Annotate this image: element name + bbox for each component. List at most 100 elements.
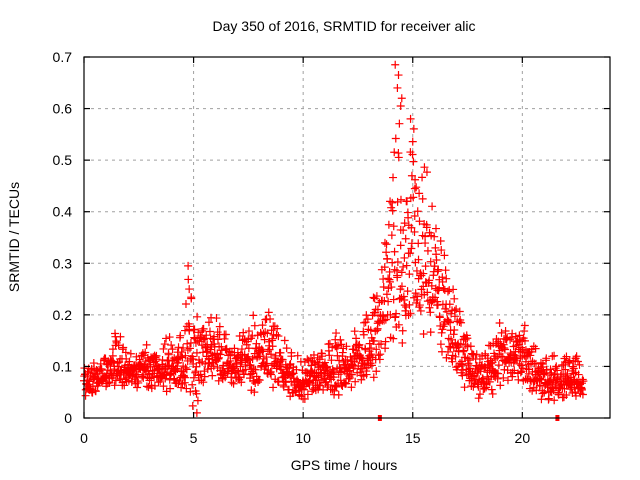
data-point	[249, 311, 258, 320]
data-point	[417, 271, 426, 280]
data-point	[422, 223, 431, 232]
data-point	[427, 281, 436, 290]
y-tick-label: 0.3	[53, 255, 73, 271]
data-point	[411, 175, 420, 184]
data-point	[487, 359, 496, 368]
data-point	[420, 163, 429, 172]
data-point	[85, 377, 94, 386]
data-point	[475, 390, 484, 399]
data-point	[221, 330, 230, 339]
data-point	[177, 348, 186, 357]
data-point	[459, 346, 468, 355]
data-point	[242, 340, 251, 349]
data-point	[418, 194, 427, 203]
data-point	[407, 223, 416, 232]
data-point	[550, 396, 559, 405]
y-tick-label: 0.6	[53, 101, 73, 117]
data-point	[395, 119, 404, 128]
data-point	[186, 387, 195, 396]
data-point	[351, 377, 360, 386]
data-point	[412, 183, 421, 192]
x-tick-label: 20	[515, 430, 531, 446]
data-point	[461, 340, 470, 349]
data-point	[201, 342, 210, 351]
data-point	[235, 332, 244, 341]
data-point	[494, 361, 503, 370]
data-point	[284, 385, 293, 394]
data-point	[303, 355, 312, 364]
data-point	[384, 220, 393, 229]
data-point	[431, 243, 440, 252]
data-point	[391, 60, 400, 69]
data-point	[320, 358, 329, 367]
data-point	[572, 352, 581, 361]
data-point	[441, 266, 450, 275]
data-point	[422, 168, 431, 177]
data-point	[393, 83, 402, 92]
data-point	[409, 124, 418, 133]
data-point	[106, 366, 115, 375]
data-point	[398, 326, 407, 335]
data-point	[387, 283, 396, 292]
data-point	[229, 379, 238, 388]
data-point	[431, 293, 440, 302]
data-point	[444, 347, 453, 356]
data-point	[161, 374, 170, 383]
data-point	[237, 358, 246, 367]
data-point	[426, 257, 435, 266]
data-point	[189, 373, 198, 382]
data-point	[491, 354, 500, 363]
data-point	[578, 375, 587, 384]
data-point	[544, 394, 553, 403]
data-point	[337, 340, 346, 349]
data-point	[369, 293, 378, 302]
data-point	[430, 262, 439, 271]
data-point	[538, 389, 547, 398]
data-point	[386, 310, 395, 319]
data-point	[159, 382, 168, 391]
data-point	[449, 330, 458, 339]
data-point	[397, 268, 406, 277]
data-point	[389, 295, 398, 304]
data-point	[152, 351, 161, 360]
data-point	[356, 364, 365, 373]
data-point	[444, 317, 453, 326]
data-point	[105, 378, 114, 387]
data-point	[279, 382, 288, 391]
data-point	[465, 356, 474, 365]
data-point	[564, 357, 573, 366]
data-point	[387, 231, 396, 240]
data-point	[552, 362, 561, 371]
data-point	[550, 351, 559, 360]
data-point	[345, 373, 354, 382]
data-point	[442, 274, 451, 283]
data-point	[520, 321, 529, 330]
data-point	[167, 341, 176, 350]
data-point	[191, 367, 200, 376]
y-tick-label: 0.5	[53, 152, 73, 168]
data-point	[500, 344, 509, 353]
data-point	[397, 94, 406, 103]
data-point	[520, 336, 529, 345]
data-point	[433, 267, 442, 276]
data-point	[385, 277, 394, 286]
data-point	[435, 313, 444, 322]
data-point	[373, 305, 382, 314]
data-point	[569, 364, 578, 373]
data-point	[437, 246, 446, 255]
data-point	[409, 193, 418, 202]
data-points	[79, 60, 588, 421]
data-point	[411, 289, 420, 298]
data-point	[100, 372, 109, 381]
data-point	[318, 352, 327, 361]
data-point	[347, 370, 356, 379]
data-point	[540, 369, 549, 378]
data-point	[192, 362, 201, 371]
data-point	[474, 394, 483, 403]
data-point	[494, 369, 503, 378]
data-point	[184, 275, 193, 284]
data-point	[536, 358, 545, 367]
data-point	[142, 382, 151, 391]
data-point	[390, 247, 399, 256]
